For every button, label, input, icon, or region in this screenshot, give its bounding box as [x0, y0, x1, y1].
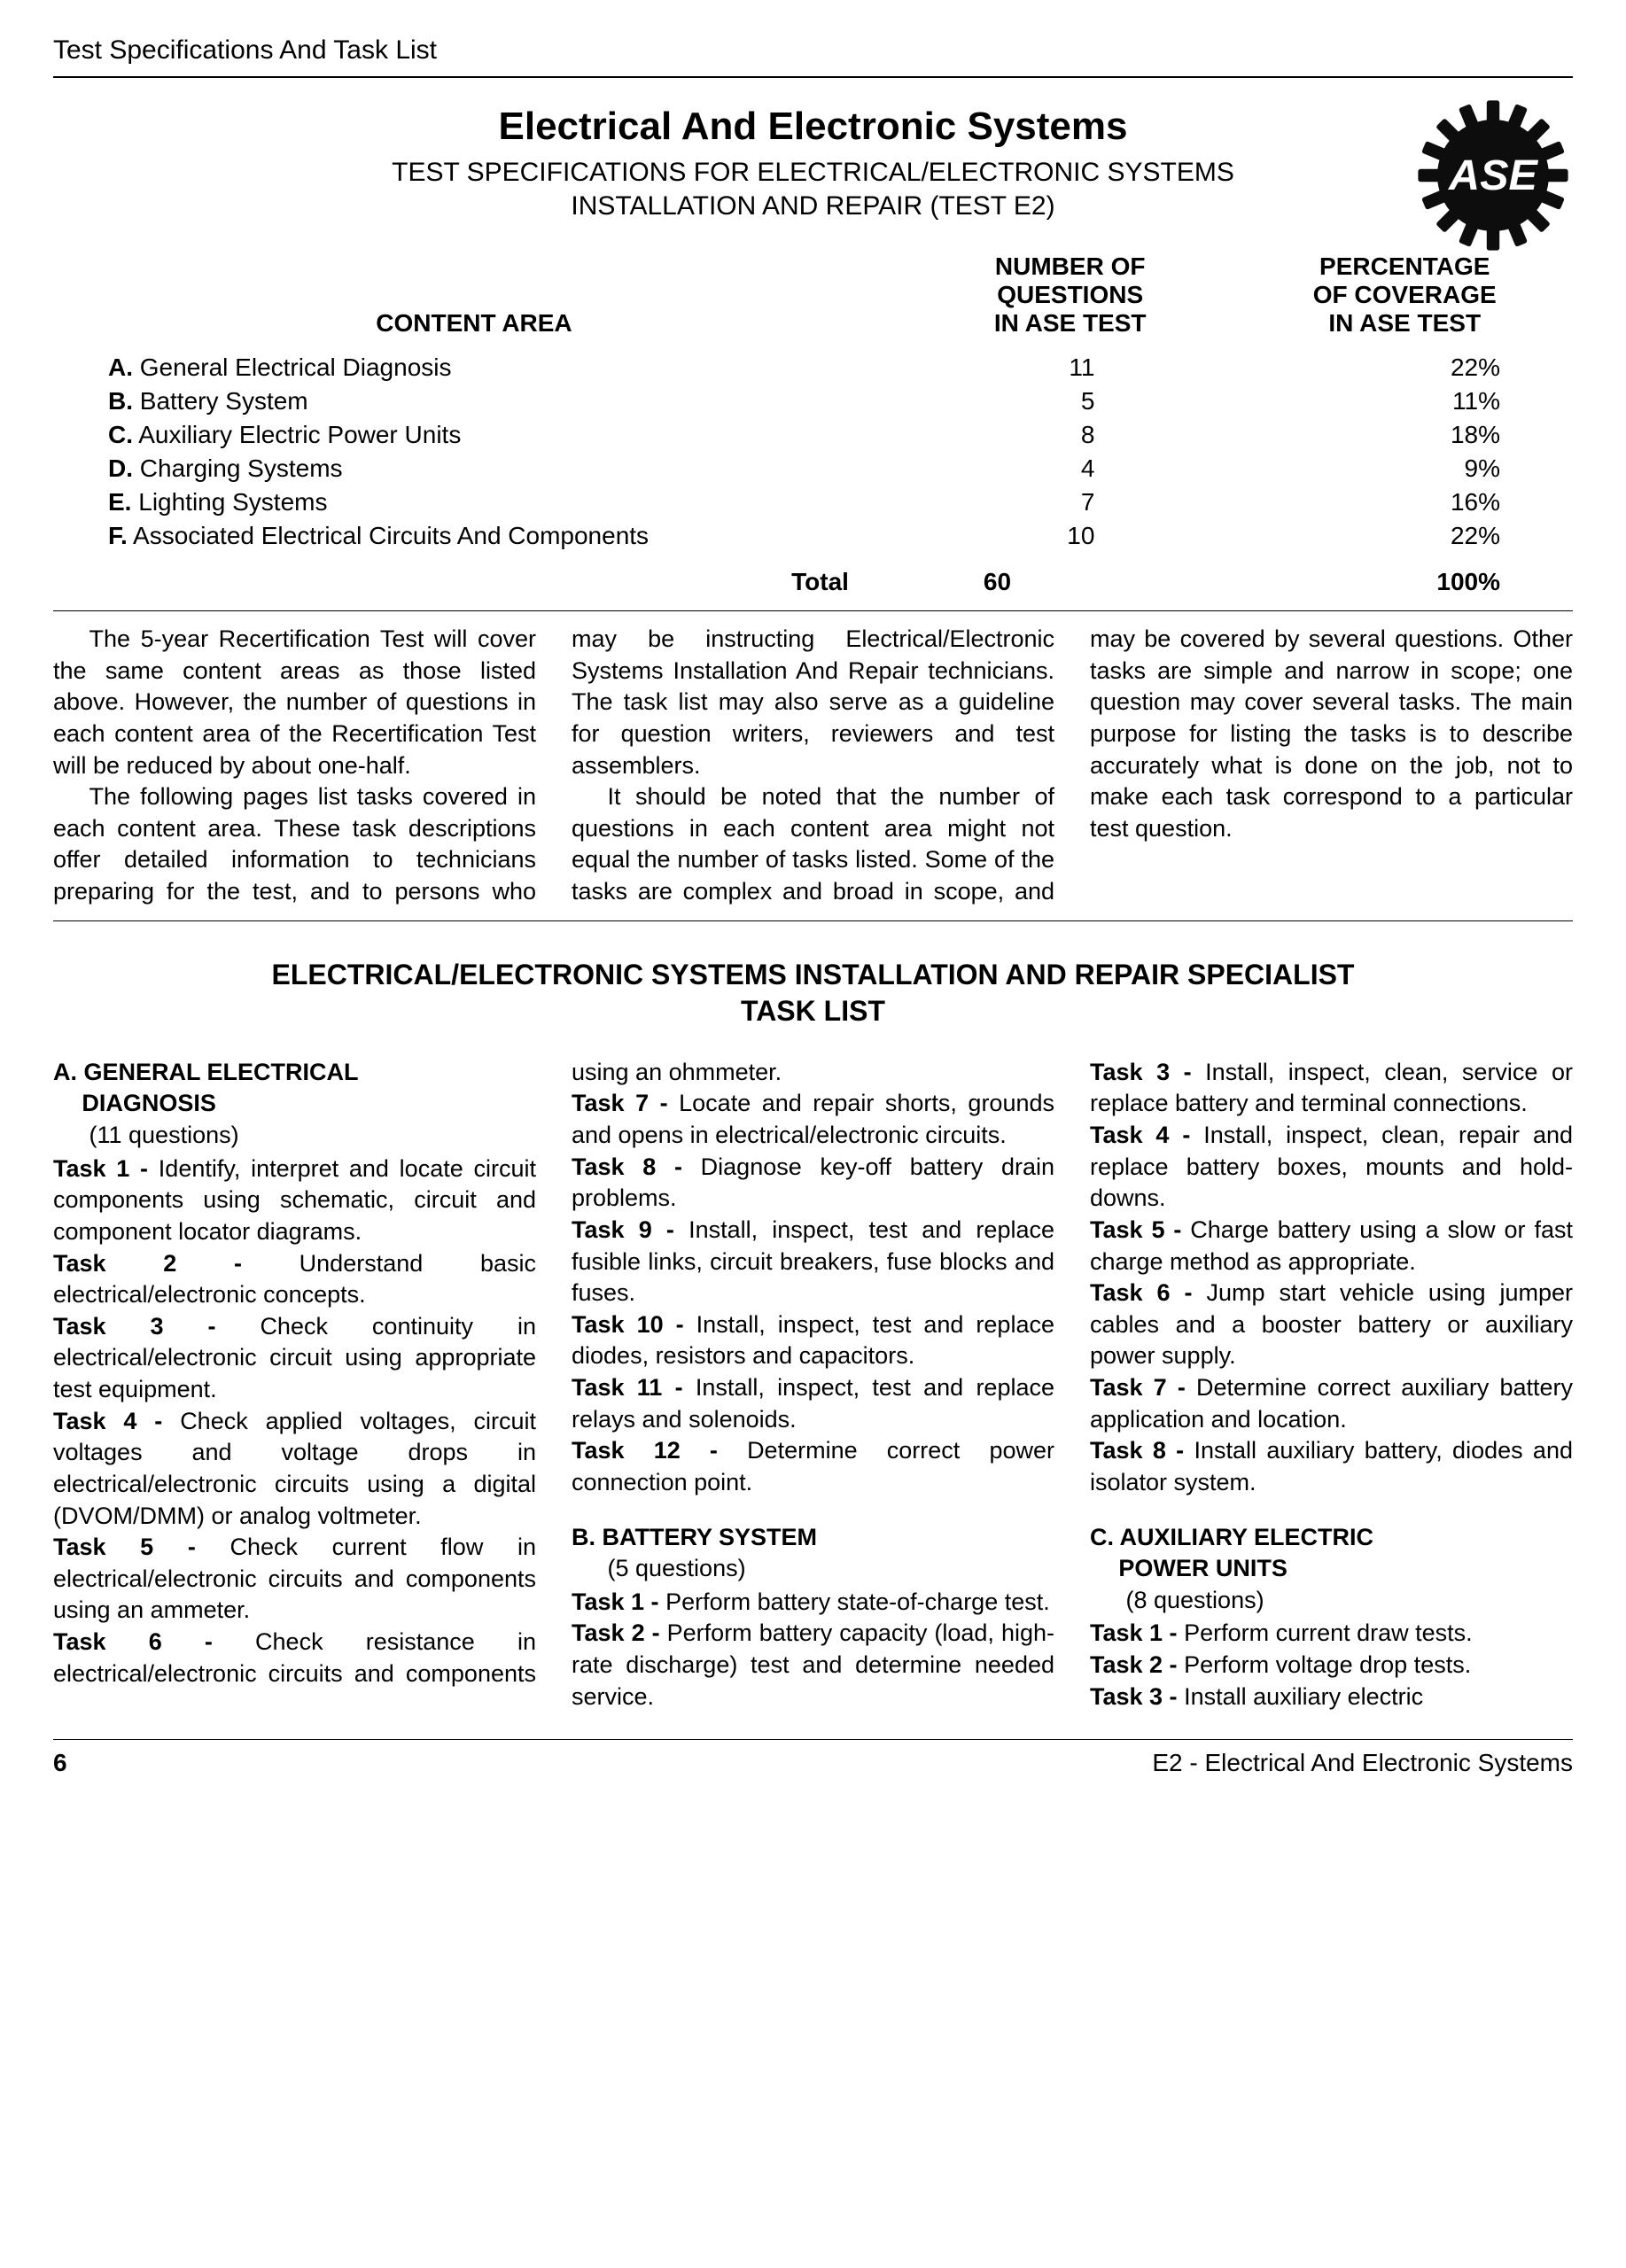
sub-title-line1: TEST SPECIFICATIONS FOR ELECTRICAL/ELECT…: [392, 158, 1234, 187]
section-heading-line2: DIAGNOSIS: [53, 1088, 536, 1120]
task-item: Task 1 - Perform battery state-of-charge…: [572, 1587, 1054, 1619]
sub-title: TEST SPECIFICATIONS FOR ELECTRICAL/ELECT…: [53, 156, 1573, 222]
task-item: Task 5 - Charge battery using a slow or …: [1090, 1215, 1573, 1278]
total-num: 60: [904, 554, 1237, 609]
row-num: 10: [904, 520, 1237, 552]
table-row: D. Charging Systems49%: [55, 453, 1571, 485]
sub-title-line2: INSTALLATION AND REPAIR (TEST E2): [571, 191, 1054, 221]
page-header: Test Specifications And Task List: [53, 35, 1573, 78]
section-heading-line2: POWER UNITS: [1090, 1553, 1573, 1585]
row-pct: 11%: [1238, 385, 1571, 417]
row-content: E. Lighting Systems: [55, 486, 902, 518]
page-number: 6: [53, 1749, 67, 1777]
table-row: B. Battery System511%: [55, 385, 1571, 417]
task-item: Task 8 - Diagnose key-off battery drain …: [572, 1152, 1054, 1215]
task-columns: A. GENERAL ELECTRICALDIAGNOSIS(11 questi…: [53, 1057, 1573, 1713]
task-item: Task 4 - Install, inspect, clean, repair…: [1090, 1120, 1573, 1215]
section-heading: B. BATTERY SYSTEM: [572, 1522, 1054, 1554]
task-item: Task 2 - Understand basic electrical/ele…: [53, 1248, 536, 1311]
row-content: F. Associated Electrical Circuits And Co…: [55, 520, 902, 552]
task-item: Task 6 - Jump start vehicle using jumper…: [1090, 1278, 1573, 1372]
task-section: C. AUXILIARY ELECTRICPOWER UNITS(8 quest…: [1090, 1522, 1573, 1713]
row-content: B. Battery System: [55, 385, 902, 417]
row-num: 11: [904, 352, 1237, 384]
task-item: Task 12 - Determine correct power connec…: [572, 1435, 1054, 1498]
task-list-title: ELECTRICAL/ELECTRONIC SYSTEMS INSTALLATI…: [53, 957, 1573, 1030]
table-row: F. Associated Electrical Circuits And Co…: [55, 520, 1571, 552]
th-content: CONTENT AREA: [55, 251, 902, 350]
task-item: Task 1 - Identify, interpret and locate …: [53, 1153, 536, 1248]
intro-p1: The 5-year Recertification Test will cov…: [53, 624, 536, 781]
section-question-count: (5 questions): [572, 1553, 1054, 1585]
row-pct: 22%: [1238, 352, 1571, 384]
task-item: Task 7 - Determine correct auxiliary bat…: [1090, 1372, 1573, 1435]
task-item: Task 7 - Locate and repair shorts, groun…: [572, 1088, 1054, 1151]
main-title: Electrical And Electronic Systems: [53, 105, 1573, 149]
section-heading: A. GENERAL ELECTRICAL: [53, 1057, 536, 1089]
task-item: Task 4 - Check applied voltages, circuit…: [53, 1406, 536, 1533]
task-item: Task 5 - Check current flow in electrica…: [53, 1532, 536, 1627]
table-row: A. General Electrical Diagnosis1122%: [55, 352, 1571, 384]
row-content: C. Auxiliary Electric Power Units: [55, 419, 902, 451]
section-question-count: (8 questions): [1090, 1585, 1573, 1617]
page-footer: 6 E2 - Electrical And Electronic Systems: [53, 1739, 1573, 1777]
th-num: NUMBER OFQUESTIONSIN ASE TEST: [904, 251, 1237, 350]
task-item: Task 2 - Perform battery capacity (load,…: [572, 1618, 1054, 1713]
row-pct: 16%: [1238, 486, 1571, 518]
task-item: Task 9 - Install, inspect, test and repl…: [572, 1215, 1054, 1309]
row-pct: 22%: [1238, 520, 1571, 552]
row-pct: 18%: [1238, 419, 1571, 451]
task-item: Task 3 - Check continuity in electrical/…: [53, 1311, 536, 1406]
row-pct: 9%: [1238, 453, 1571, 485]
logo-text: ASE: [1448, 151, 1539, 199]
total-pct: 100%: [1238, 554, 1571, 609]
task-item: Task 11 - Install, inspect, test and rep…: [572, 1372, 1054, 1435]
table-row: C. Auxiliary Electric Power Units818%: [55, 419, 1571, 451]
task-item: Task 8 - Install auxiliary battery, diod…: [1090, 1435, 1573, 1498]
table-row: E. Lighting Systems716%: [55, 486, 1571, 518]
spec-table: CONTENT AREA NUMBER OFQUESTIONSIN ASE TE…: [53, 249, 1573, 610]
section-heading: C. AUXILIARY ELECTRIC: [1090, 1522, 1573, 1554]
task-item: Task 10 - Install, inspect, test and rep…: [572, 1309, 1054, 1372]
ase-logo-icon: ASE: [1413, 96, 1573, 255]
intro-text: The 5-year Recertification Test will cov…: [53, 610, 1573, 921]
task-item: Task 3 - Install, inspect, clean, servic…: [1090, 1057, 1573, 1120]
task-item: Task 2 - Perform voltage drop tests.: [1090, 1650, 1573, 1682]
row-num: 8: [904, 419, 1237, 451]
row-num: 4: [904, 453, 1237, 485]
total-label: Total: [55, 554, 902, 609]
row-content: A. General Electrical Diagnosis: [55, 352, 902, 384]
section-question-count: (11 questions): [53, 1120, 536, 1152]
task-item: Task 1 - Perform current draw tests.: [1090, 1618, 1573, 1650]
footer-right: E2 - Electrical And Electronic Systems: [1152, 1749, 1573, 1777]
row-content: D. Charging Systems: [55, 453, 902, 485]
row-num: 5: [904, 385, 1237, 417]
task-item: Task 3 - Install auxiliary electric: [1090, 1682, 1573, 1713]
th-pct: PERCENTAGEOF COVERAGEIN ASE TEST: [1238, 251, 1571, 350]
title-block: Electrical And Electronic Systems TEST S…: [53, 105, 1573, 222]
row-num: 7: [904, 486, 1237, 518]
